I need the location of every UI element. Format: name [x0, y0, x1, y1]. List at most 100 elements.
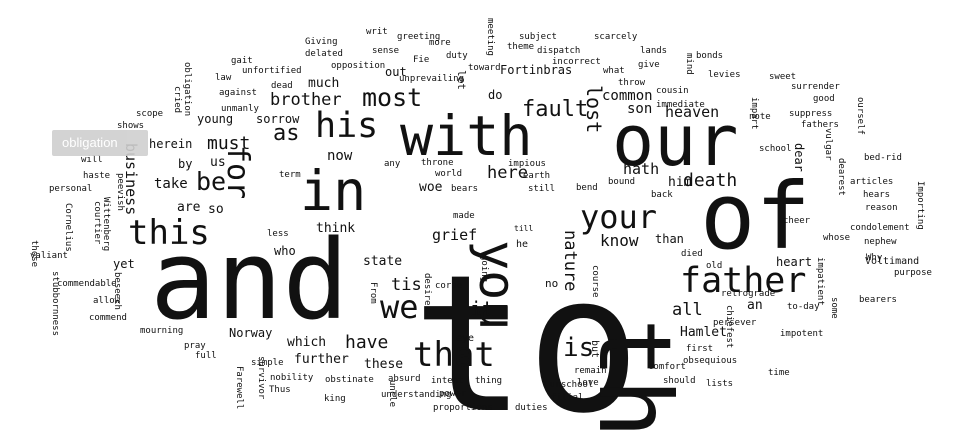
word-commendable[interactable]: commendable: [57, 279, 117, 289]
word-sorrow[interactable]: sorrow: [256, 112, 300, 126]
word-toward[interactable]: toward: [468, 63, 501, 73]
word-unmanly[interactable]: unmanly: [221, 104, 260, 114]
word-filial[interactable]: filial: [551, 393, 584, 403]
word-obligation[interactable]: obligation: [182, 62, 192, 116]
word-obsequious[interactable]: obsequious: [683, 356, 737, 366]
word-much[interactable]: much: [308, 76, 339, 91]
word-thing[interactable]: thing: [475, 376, 502, 386]
word-for[interactable]: for: [220, 145, 255, 199]
word-law[interactable]: law: [215, 73, 232, 83]
word-absurd[interactable]: absurd: [388, 374, 421, 384]
word-norway[interactable]: Norway: [229, 326, 272, 340]
word-scarcely[interactable]: scarcely: [594, 32, 638, 42]
word-personal[interactable]: personal: [49, 184, 92, 194]
word-your[interactable]: your: [580, 198, 657, 236]
word-surrender[interactable]: surrender: [791, 82, 840, 92]
word-have[interactable]: have: [345, 332, 388, 353]
word-but[interactable]: but: [589, 340, 600, 358]
word-incorrect[interactable]: incorrect: [552, 57, 601, 67]
word-desire[interactable]: desire: [422, 273, 432, 306]
word-unschool[interactable]: unschool: [550, 380, 593, 390]
word-those[interactable]: those: [29, 240, 39, 267]
word-fortinbras[interactable]: Fortinbras: [500, 63, 572, 77]
word-fathers[interactable]: fathers: [801, 120, 839, 130]
word-to-day[interactable]: to-day: [787, 302, 820, 312]
word-importing[interactable]: Importing: [915, 181, 925, 230]
word-intent[interactable]: intent: [431, 376, 464, 386]
word-are[interactable]: are: [177, 200, 201, 215]
word-old[interactable]: old: [706, 261, 722, 271]
word-sweet[interactable]: sweet: [769, 72, 796, 82]
word-theme[interactable]: theme: [507, 42, 534, 52]
word-from[interactable]: From: [368, 282, 378, 304]
word-him[interactable]: him: [668, 175, 692, 190]
word-world[interactable]: world: [435, 169, 462, 179]
word-some[interactable]: some: [829, 297, 839, 319]
word-meeting[interactable]: meeting: [485, 18, 495, 56]
word-further[interactable]: further: [294, 352, 349, 367]
word-bonds[interactable]: bonds: [696, 51, 723, 61]
word-king[interactable]: king: [324, 394, 346, 404]
word-here[interactable]: here: [487, 163, 528, 183]
word-all[interactable]: all: [672, 300, 703, 320]
word-nephew[interactable]: nephew: [864, 237, 897, 247]
word-lost[interactable]: lost: [582, 85, 606, 133]
word-of[interactable]: of: [700, 163, 811, 270]
word-heart[interactable]: heart: [776, 255, 812, 269]
word-cheer[interactable]: cheer: [783, 216, 811, 226]
word-remain[interactable]: remain: [574, 366, 607, 376]
word-give[interactable]: give: [638, 60, 660, 70]
word-beseech[interactable]: beseech: [112, 272, 122, 310]
word-peevish[interactable]: peevish: [115, 173, 125, 211]
word-son[interactable]: son: [627, 101, 652, 117]
word-greeting[interactable]: greeting: [397, 32, 440, 42]
word-impotent[interactable]: impotent: [780, 329, 823, 339]
word-it[interactable]: it: [470, 297, 494, 321]
word-corse[interactable]: corse: [435, 281, 462, 291]
word-hears[interactable]: hears: [863, 190, 890, 200]
word-delated[interactable]: delated: [305, 49, 343, 59]
word-cried[interactable]: cried: [172, 86, 182, 113]
word-giving[interactable]: Giving: [305, 37, 338, 47]
word-any[interactable]: any: [384, 159, 401, 169]
word-first[interactable]: first: [686, 344, 713, 354]
word-who[interactable]: who: [274, 244, 296, 258]
word-take[interactable]: take: [154, 176, 188, 192]
word-term[interactable]: term: [279, 170, 301, 180]
word-proportions[interactable]: proportions: [433, 403, 493, 413]
word-haste[interactable]: haste: [83, 171, 110, 181]
word-more[interactable]: more: [429, 38, 451, 48]
word-reason[interactable]: reason: [865, 203, 898, 213]
word-fault[interactable]: fault: [522, 97, 588, 122]
word-and[interactable]: and: [150, 216, 349, 344]
word-our[interactable]: our: [612, 100, 738, 182]
word-this[interactable]: this: [128, 213, 210, 253]
word-commend[interactable]: commend: [89, 313, 127, 323]
word-opposition[interactable]: opposition: [331, 61, 385, 71]
word-scope[interactable]: scope: [136, 109, 163, 119]
word-to[interactable]: to: [412, 234, 641, 430]
word-survivor[interactable]: survivor: [256, 356, 266, 400]
word-we[interactable]: we: [380, 288, 419, 326]
word-cornelius[interactable]: Cornelius: [63, 203, 73, 252]
word-good[interactable]: good: [813, 94, 835, 104]
word-throne[interactable]: throne: [421, 158, 454, 168]
word-farewell[interactable]: Farewell: [234, 366, 244, 409]
word-impious[interactable]: impious: [508, 159, 546, 169]
word-unfortified[interactable]: unfortified: [242, 66, 302, 76]
word-state[interactable]: state: [363, 254, 402, 269]
word-persever[interactable]: persever: [713, 318, 757, 328]
word-is[interactable]: is: [563, 333, 594, 363]
word-grief[interactable]: grief: [432, 226, 477, 244]
word-unprevailing[interactable]: unprevailing: [399, 74, 464, 84]
word-brother[interactable]: brother: [270, 90, 342, 110]
word-still[interactable]: still: [528, 184, 555, 194]
word-tis[interactable]: tis: [391, 275, 422, 295]
word-note[interactable]: note: [749, 112, 771, 122]
word-chiefest[interactable]: chiefest: [724, 305, 734, 348]
word-common[interactable]: common: [602, 88, 653, 104]
word-subject[interactable]: subject: [519, 32, 557, 42]
word-course[interactable]: course: [590, 265, 600, 298]
word-courtier[interactable]: courtier: [92, 201, 102, 245]
word-us[interactable]: us: [210, 155, 226, 170]
